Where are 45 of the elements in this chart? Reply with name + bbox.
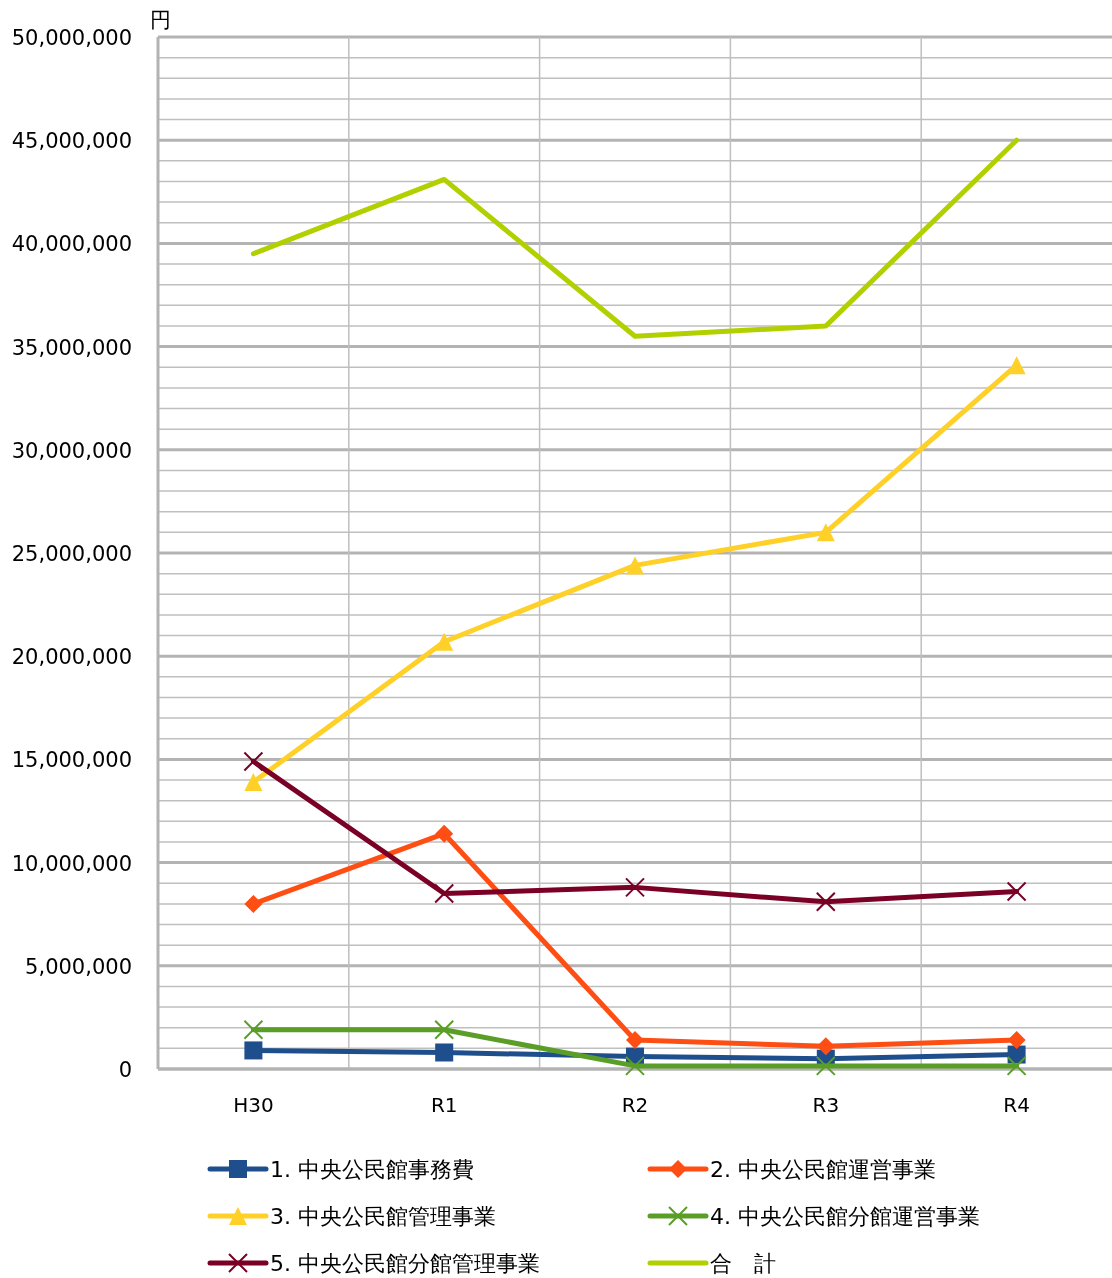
point <box>1006 881 1027 902</box>
point <box>434 1019 455 1040</box>
point <box>1007 1031 1026 1050</box>
point <box>626 556 644 575</box>
legend-label: 4. 中央公民館分館運営事業 <box>710 1204 980 1229</box>
legend-label: 3. 中央公民館管理事業 <box>270 1204 496 1229</box>
y-axis-title: 円 <box>150 8 171 32</box>
legend-label: 1. 中央公民館事務費 <box>270 1157 474 1182</box>
point <box>1006 1055 1027 1076</box>
point <box>434 883 455 904</box>
point <box>243 1019 264 1040</box>
point <box>244 894 263 913</box>
point <box>816 523 835 542</box>
y-tick-label: 45,000,000 <box>11 129 132 154</box>
y-tick-label: 20,000,000 <box>11 645 132 670</box>
y-tick-label: 30,000,000 <box>11 438 132 463</box>
y-tick-label: 10,000,000 <box>11 851 132 876</box>
x-tick-label: R2 <box>621 1093 649 1117</box>
y-tick-label: 15,000,000 <box>11 748 132 773</box>
point <box>244 1041 263 1060</box>
point <box>815 891 836 912</box>
x-tick-label: R4 <box>1003 1093 1030 1117</box>
point <box>816 1037 835 1056</box>
y-tick-label: 50,000,000 <box>11 26 132 50</box>
legend-label: 2. 中央公民館運営事業 <box>710 1157 936 1182</box>
point <box>244 773 263 792</box>
y-tick-label: 40,000,000 <box>11 232 132 257</box>
legend-label: 合 計 <box>710 1251 776 1276</box>
point <box>435 824 454 843</box>
legend-label: 5. 中央公民館分館管理事業 <box>270 1251 540 1276</box>
x-tick-label: H30 <box>233 1093 274 1117</box>
point <box>625 877 645 898</box>
x-tick-label: R3 <box>812 1093 840 1117</box>
point <box>435 632 454 651</box>
y-tick-label: 0 <box>118 1058 132 1082</box>
point <box>243 751 264 772</box>
point <box>435 1043 454 1062</box>
point <box>626 1031 644 1050</box>
x-tick-label: R1 <box>430 1093 458 1117</box>
point <box>1007 356 1026 375</box>
point <box>625 1055 645 1076</box>
y-tick-label: 35,000,000 <box>11 335 132 360</box>
y-tick-label: 25,000,000 <box>11 542 132 566</box>
y-tick-label: 5,000,000 <box>25 954 132 979</box>
point <box>815 1055 836 1076</box>
